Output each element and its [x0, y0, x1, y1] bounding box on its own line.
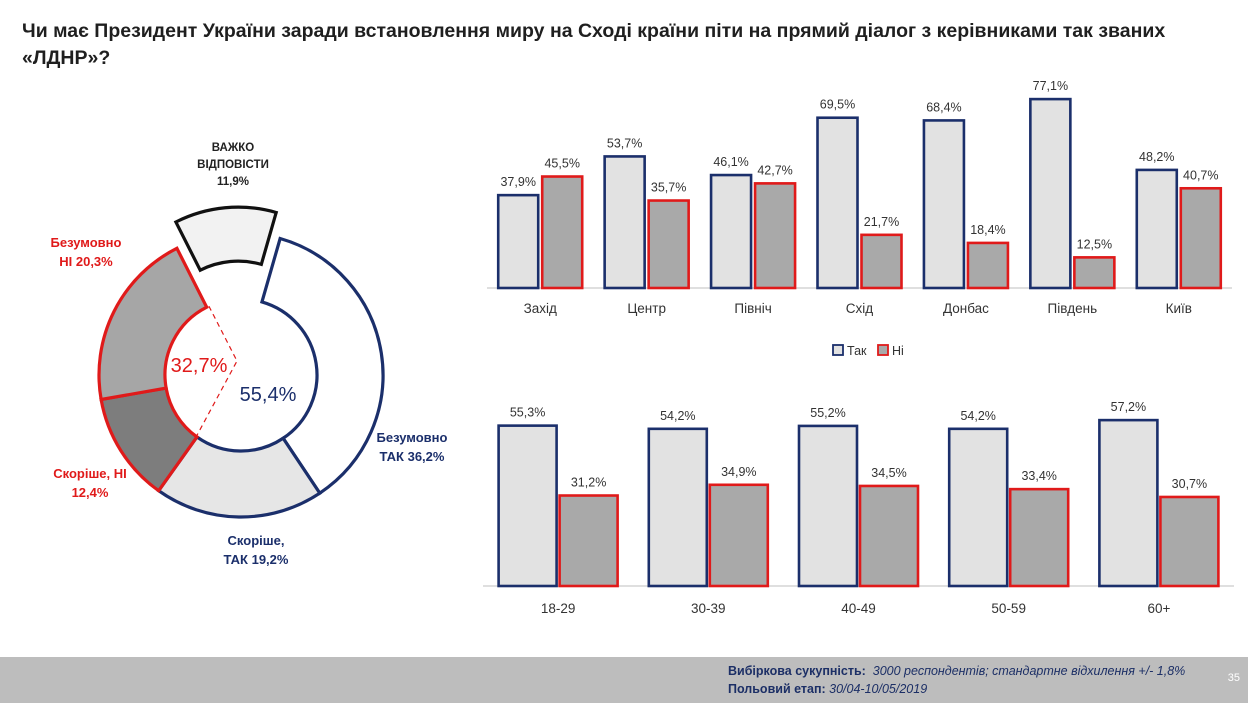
charts-canvas: Безумовно ТАК 36,2% Скоріше, ТАК 19,2% Скорі… — [51, 79, 1234, 616]
donut-slice — [259, 236, 385, 496]
field-info: Польовий етап: 30/04-10/05/2019 — [728, 682, 927, 696]
category-label: Донбас — [943, 301, 989, 316]
data-label: 33,4% — [1021, 469, 1056, 483]
bar-no — [558, 494, 619, 588]
bar-yes — [496, 193, 540, 290]
data-label: 31,2% — [571, 476, 606, 490]
slice-label: Скоріше, — [228, 533, 285, 548]
bar-yes — [497, 424, 558, 588]
bar-yes — [603, 155, 646, 290]
bar-no — [1159, 495, 1220, 588]
category-label: 30-39 — [691, 601, 726, 616]
data-label: 48,2% — [1139, 150, 1174, 164]
data-label: 40,7% — [1183, 168, 1218, 182]
bar-no — [1179, 186, 1223, 290]
bar-no — [966, 241, 1010, 290]
bar-yes — [709, 173, 753, 290]
slice-label: Скоріше, НІ — [53, 466, 127, 481]
data-label: 37,9% — [500, 175, 535, 189]
slice-label: ТАК 36,2% — [380, 449, 445, 464]
data-label: 42,7% — [757, 163, 792, 177]
data-label: 55,2% — [810, 406, 845, 420]
data-label: 45,5% — [544, 157, 579, 171]
bar-yes — [647, 427, 709, 588]
category-label: 50-59 — [991, 601, 1026, 616]
legend-label: Ні — [892, 344, 904, 358]
sample-info: Вибіркова сукупність: 3000 респондентів;… — [728, 664, 1185, 678]
bar-no — [1008, 487, 1070, 588]
bar-no — [858, 484, 920, 588]
data-label: 35,7% — [651, 181, 686, 195]
data-label: 69,5% — [820, 98, 855, 112]
data-label: 54,2% — [960, 409, 995, 423]
category-label: Південь — [1048, 301, 1098, 316]
data-label: 57,2% — [1111, 400, 1146, 414]
slice-label: ВАЖКО — [212, 142, 254, 154]
bar-yes — [797, 424, 859, 588]
donut-divider — [195, 305, 238, 437]
legend-label: Так — [847, 344, 867, 358]
page-number: 35 — [1227, 672, 1240, 684]
data-label: 30,7% — [1172, 477, 1207, 491]
bar-yes — [947, 427, 1009, 588]
data-label: 46,1% — [713, 155, 748, 169]
slice-label: Безумовно — [377, 430, 448, 445]
data-label: 77,1% — [1033, 79, 1068, 93]
slice-label: 11,9% — [217, 176, 249, 188]
region-bar-chart: 37,9% 45,5% Захід 53,7% 35,7% Центр 46,1% 42,7%… — [487, 79, 1232, 316]
field-value: 30/04-10/05/2019 — [829, 682, 928, 696]
donut-slice — [97, 246, 209, 402]
slice-label: Безумовно — [51, 235, 122, 250]
category-label: 60+ — [1147, 601, 1170, 616]
category-label: 40-49 — [841, 601, 876, 616]
donut-slice — [173, 205, 279, 273]
slice-label: ВІДПОВІСТИ — [197, 159, 269, 171]
donut-slice — [156, 434, 322, 519]
data-label: 55,3% — [510, 406, 545, 420]
slice-label: НІ 20,3% — [59, 254, 113, 269]
category-label: Північ — [734, 301, 771, 316]
field-label: Польовий етап: — [728, 682, 826, 696]
bar-yes — [1135, 168, 1179, 290]
category-label: Захід — [524, 301, 557, 316]
category-label: Центр — [627, 301, 666, 316]
data-label: 21,7% — [864, 215, 899, 229]
bar-yes — [922, 119, 966, 290]
bar-no — [753, 182, 797, 290]
category-label: 18-29 — [541, 601, 576, 616]
category-label: Київ — [1166, 301, 1192, 316]
bar-no — [1073, 256, 1116, 290]
data-label: 12,5% — [1077, 237, 1112, 251]
legend-swatch — [832, 344, 844, 356]
sample-label: Вибіркова сукупність: — [728, 664, 866, 678]
chart-title: Чи має Президент України заради встановл… — [22, 20, 1166, 69]
data-label: 34,9% — [721, 465, 756, 479]
donut-no-total: 32,7% — [171, 355, 228, 377]
data-label: 18,4% — [970, 223, 1005, 237]
data-label: 53,7% — [607, 136, 642, 150]
sample-value: 3000 респондентів; стандартне відхилення… — [872, 664, 1186, 678]
footer-bar — [0, 657, 1248, 703]
donut-chart: Безумовно ТАК 36,2% Скоріше, ТАК 19,2% Скорі… — [51, 142, 448, 567]
donut-yes-total: 55,4% — [240, 384, 297, 406]
bar-no — [708, 483, 770, 588]
category-label: Схід — [846, 301, 873, 316]
data-label: 34,5% — [871, 466, 906, 480]
bar-yes — [1029, 97, 1072, 290]
bar-yes — [816, 116, 859, 290]
legend-swatch — [877, 344, 889, 356]
chart-legend: Так Ні — [832, 344, 904, 358]
bar-no — [860, 233, 903, 290]
slice-label: 12,4% — [72, 485, 109, 500]
age-bar-chart: 55,3% 31,2% 18-29 54,2% 34,9% 30-39 55,2% 34,5%… — [483, 400, 1234, 616]
data-label: 68,4% — [926, 100, 961, 114]
bar-no — [647, 199, 690, 290]
bar-yes — [1098, 418, 1159, 588]
slice-label: ТАК 19,2% — [224, 552, 289, 567]
bar-no — [540, 175, 584, 290]
data-label: 54,2% — [660, 409, 695, 423]
